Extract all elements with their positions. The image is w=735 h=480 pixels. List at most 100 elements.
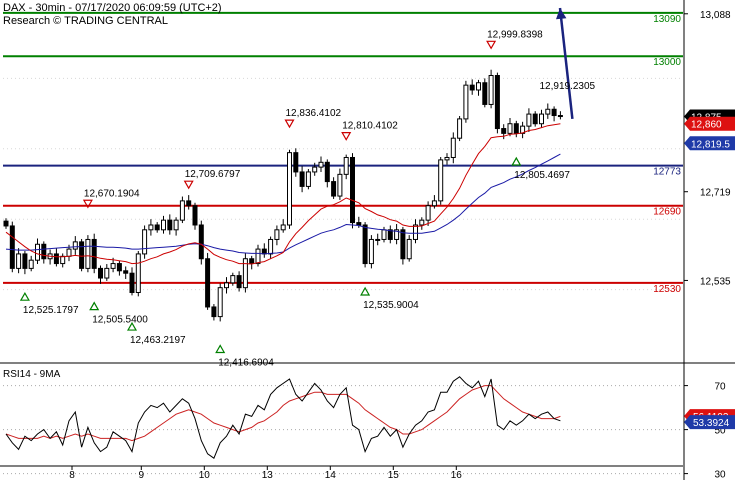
price-tag-ma_blue <box>684 136 735 151</box>
annotation-label-3: 12,810.4102 <box>342 121 398 132</box>
candle-body-29 <box>186 200 192 207</box>
annotation-label-11: 12,535.9004 <box>363 300 419 311</box>
candle-body-70 <box>444 156 450 161</box>
candle-body-61 <box>387 229 393 240</box>
candle-body-0 <box>3 220 9 227</box>
candle-body-17 <box>110 263 116 269</box>
candle-body-41 <box>261 248 267 255</box>
candle-body-16 <box>104 267 110 279</box>
x-tick-label-6: 16 <box>451 470 463 480</box>
candle-body-13 <box>85 238 91 269</box>
candle-body-63 <box>400 229 406 260</box>
candle-body-67 <box>425 205 431 221</box>
swing-high-marker-3 <box>341 132 352 141</box>
candle-body-74 <box>469 84 475 91</box>
candle-body-10 <box>66 248 72 257</box>
price-pane: 13090 13000 12773 12690 12530 12,999.8398 12,9… <box>3 7 683 368</box>
x-tick-label-1: 9 <box>139 470 145 480</box>
candle-body-8 <box>53 253 59 265</box>
candle-body-69 <box>438 159 444 202</box>
candle-body-64 <box>406 238 412 260</box>
candle-body-37 <box>236 275 242 289</box>
candle-body-35 <box>224 282 229 289</box>
x-tick-label-3: 13 <box>262 470 274 480</box>
candle-body-65 <box>413 224 418 240</box>
price-tag-label-ma_blue: 12,819.5 <box>691 139 730 150</box>
rsi-pane: RSI14 - 9MA <box>3 369 683 475</box>
candle-body-15 <box>98 267 103 279</box>
candle-body-57 <box>362 224 368 265</box>
level-label-13000: 13000 <box>653 57 681 68</box>
candle-body-68 <box>431 200 437 207</box>
candle-body-50 <box>318 161 324 168</box>
x-tick-label-0: 8 <box>69 470 75 480</box>
annotation-label-9: 12,463.2197 <box>130 335 186 346</box>
candle-body-43 <box>274 229 280 240</box>
annotation-label-1: 12,919.2305 <box>540 81 596 92</box>
candle-body-51 <box>324 161 330 183</box>
candle-body-9 <box>60 255 66 265</box>
candle-body-40 <box>255 248 261 265</box>
candle-body-52 <box>331 181 337 197</box>
candle-body-19 <box>123 270 129 274</box>
rsi-y-tick-label-0: 70 <box>714 382 726 393</box>
candle-body-32 <box>205 258 211 308</box>
swing-low-marker-9 <box>126 321 138 331</box>
candle-body-48 <box>305 171 311 187</box>
candle-body-59 <box>375 238 381 241</box>
candle-body-62 <box>394 229 400 240</box>
candle-body-76 <box>482 82 488 105</box>
swing-low-marker-7 <box>19 291 30 301</box>
candle-body-5 <box>35 243 40 261</box>
candle-body-86 <box>545 108 551 115</box>
x-tick-label-4: 14 <box>325 470 337 480</box>
candle-body-71 <box>450 137 456 158</box>
candle-body-60 <box>381 229 387 240</box>
projection-arrow-line <box>558 7 574 120</box>
swing-high-marker-2 <box>284 119 295 129</box>
candle-body-45 <box>287 152 292 226</box>
annotation-label-4: 12,805.4697 <box>514 170 570 181</box>
swing-low-marker-8 <box>89 301 100 311</box>
rsi-tag-label-ma_blue: 53.3924 <box>693 418 730 429</box>
candle-body-56 <box>356 222 362 226</box>
candle-body-75 <box>476 82 481 91</box>
candle-body-55 <box>350 156 355 224</box>
price-tag-ma_red <box>684 116 735 131</box>
candle-body-78 <box>494 75 500 130</box>
chart-header-research: Research © TRADING CENTRAL <box>3 15 168 27</box>
annotation-label-8: 12,505.5400 <box>92 315 148 326</box>
rsi-title: RSI14 - 9MA <box>3 369 61 380</box>
candle-body-25 <box>161 219 166 231</box>
candle-body-4 <box>28 259 34 269</box>
rsi-line <box>5 376 561 459</box>
candle-body-1 <box>9 225 15 269</box>
candle-body-87 <box>551 108 557 117</box>
rsi-y-tick-label-2: 30 <box>714 470 726 480</box>
price-y-tick-label-0: 13,088 <box>700 10 731 21</box>
annotation-label-7: 12,525.1797 <box>23 305 79 316</box>
candle-body-88 <box>557 115 563 118</box>
annotation-label-2: 12,836.4102 <box>286 108 342 119</box>
candle-body-39 <box>249 258 255 265</box>
candle-body-80 <box>507 123 513 134</box>
annotation-label-6: 12,670.1904 <box>84 188 140 199</box>
candle-body-27 <box>173 219 179 231</box>
candle-body-85 <box>539 113 544 125</box>
swing-high-marker-0 <box>486 40 497 50</box>
candle-body-28 <box>179 200 185 221</box>
candle-body-14 <box>91 238 97 269</box>
candle-body-23 <box>148 224 154 231</box>
level-label-13090: 13090 <box>653 14 681 25</box>
candle-body-30 <box>192 205 198 226</box>
candle-body-33 <box>211 306 217 318</box>
candle-body-18 <box>116 263 122 272</box>
chart-header-title: DAX - 30min - 07/17/2020 06:09:59 (UTC+2… <box>3 2 222 14</box>
swing-low-marker-11 <box>360 286 371 296</box>
price-y-tick-label-1: 12,719 <box>700 188 731 199</box>
candle-body-31 <box>198 224 204 260</box>
candle-body-6 <box>41 243 47 260</box>
candle-body-83 <box>526 113 532 127</box>
